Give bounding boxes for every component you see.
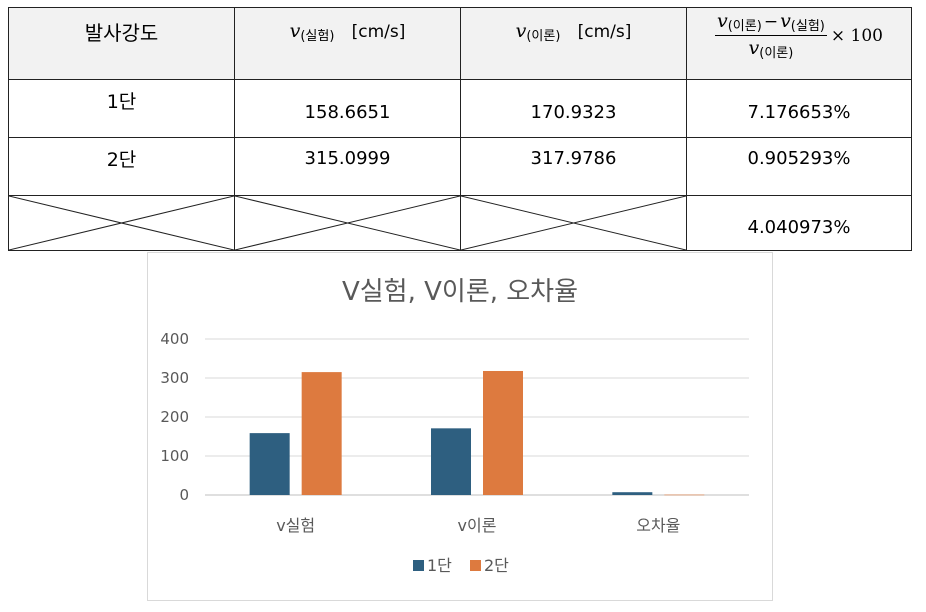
bar-2단-오차율 — [664, 494, 705, 496]
v-theory-cell: 170.9323 — [460, 79, 687, 138]
error-cell: 0.905293% — [686, 137, 912, 196]
v-symbol: v — [780, 10, 791, 32]
subscript-theoretical: (이론) — [759, 46, 794, 61]
x-category-label: 오차율 — [636, 516, 680, 535]
fraction-numerator: v(이론) − v(실험) — [715, 10, 827, 36]
unit-label: [cm/s] — [577, 21, 632, 42]
subscript-theoretical: (이론) — [727, 19, 762, 34]
bar-2단-v이론 — [483, 370, 523, 495]
error-cell: 7.176653% — [686, 79, 912, 138]
header-error-rate-formula: v(이론) − v(실험) v(이론) × 100 — [686, 7, 912, 80]
row-label: 1단 — [106, 91, 137, 113]
results-table: 발사강도 v(실험) [cm/s] v(이론) [cm/s] — [8, 7, 912, 251]
y-tick-label: 300 — [160, 369, 189, 387]
y-tick-label: 400 — [160, 330, 189, 348]
v-theory-value: 317.9786 — [530, 148, 617, 169]
unit-label: [cm/s] — [351, 21, 406, 42]
empty-crossed-cell — [8, 195, 235, 251]
v-symbol: v — [717, 10, 728, 32]
empty-crossed-cell — [234, 195, 461, 251]
subscript-experimental: (실험) — [790, 19, 825, 34]
subscript-theoretical: (이론) — [526, 28, 561, 44]
bar-chart-container: V실험, V이론, 오차율 0 100 200 300 400 v실험 v이론 오차율 1단 2단 — [147, 252, 773, 601]
cross-out-lines — [9, 196, 234, 250]
bar-1단-오차율 — [612, 492, 653, 495]
legend-label: 2단 — [484, 556, 509, 575]
header-v-theoretical-formula: v(이론) [cm/s] — [515, 19, 632, 44]
times-100: × 100 — [830, 25, 883, 46]
v-exp-value: 158.6651 — [304, 102, 391, 123]
results-table-container: 발사강도 v(실험) [cm/s] v(이론) [cm/s] — [8, 7, 912, 251]
header-launch-strength: 발사강도 — [8, 7, 235, 80]
fraction-denominator: v(이론) — [749, 36, 794, 61]
x-category-label: v이론 — [458, 516, 497, 535]
v-symbol: v — [515, 19, 527, 42]
chart-title: V실험, V이론, 오차율 — [342, 277, 578, 307]
cross-out-lines — [235, 196, 460, 250]
cross-out-lines — [461, 196, 686, 250]
error-value: 0.905293% — [747, 148, 851, 169]
header-v-experimental-formula: v(실험) [cm/s] — [289, 19, 406, 44]
bar-1단-v실험 — [249, 433, 290, 495]
header-v-experimental: v(실험) [cm/s] — [234, 7, 461, 80]
average-error-cell: 4.040973% — [686, 195, 912, 251]
row-label-cell: 2단 — [8, 137, 235, 196]
error-formula: v(이론) − v(실험) v(이론) × 100 — [715, 10, 883, 61]
error-value: 7.176653% — [747, 102, 851, 123]
v-exp-value: 315.0999 — [304, 148, 391, 169]
bar-1단-v이론 — [431, 428, 471, 495]
bar-chart: V실험, V이론, 오차율 0 100 200 300 400 v실험 v이론 오차율 1단 2단 — [160, 277, 749, 575]
table-row: 4.040973% — [8, 195, 912, 251]
header-v-theoretical: v(이론) [cm/s] — [460, 7, 687, 80]
legend-swatch — [470, 560, 481, 571]
y-tick-label: 100 — [160, 447, 189, 465]
row-label: 2단 — [106, 149, 137, 171]
average-error-value: 4.040973% — [747, 216, 851, 238]
fraction: v(이론) − v(실험) v(이론) — [715, 10, 827, 61]
y-tick-label: 0 — [179, 486, 189, 504]
table-row: 1단 158.6651 170.9323 7.176653% — [8, 79, 912, 138]
v-theory-value: 170.9323 — [530, 102, 617, 123]
v-symbol: v — [748, 37, 760, 59]
y-tick-label: 200 — [160, 408, 189, 426]
minus-sign: − — [763, 12, 779, 32]
x-category-label: v실험 — [276, 516, 315, 535]
table-header-row: 발사강도 v(실험) [cm/s] v(이론) [cm/s] — [8, 7, 912, 80]
legend-swatch — [413, 560, 424, 571]
v-exp-cell: 158.6651 — [234, 79, 461, 138]
header-launch-strength-label: 발사강도 — [84, 21, 159, 45]
v-symbol: v — [289, 19, 301, 42]
subscript-experimental: (실험) — [300, 28, 335, 44]
empty-crossed-cell — [460, 195, 687, 251]
bar-2단-v실험 — [301, 372, 342, 495]
table-row: 2단 315.0999 317.9786 0.905293% — [8, 137, 912, 196]
v-theory-cell: 317.9786 — [460, 137, 687, 196]
row-label-cell: 1단 — [8, 79, 235, 138]
v-exp-cell: 315.0999 — [234, 137, 461, 196]
legend-label: 1단 — [427, 556, 452, 575]
